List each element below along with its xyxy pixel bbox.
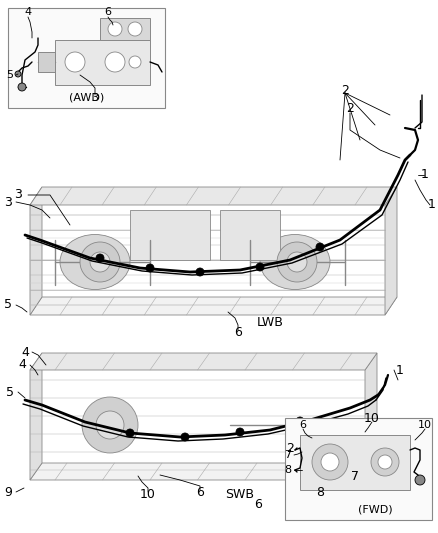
Bar bbox=[300, 435, 410, 490]
Circle shape bbox=[18, 83, 26, 91]
Text: 4: 4 bbox=[25, 7, 32, 17]
Circle shape bbox=[256, 263, 264, 271]
Text: 1: 1 bbox=[428, 198, 436, 212]
Circle shape bbox=[196, 268, 204, 276]
Circle shape bbox=[80, 242, 120, 282]
Text: 7: 7 bbox=[351, 470, 359, 482]
Circle shape bbox=[277, 242, 317, 282]
Text: 1: 1 bbox=[396, 364, 404, 376]
Ellipse shape bbox=[260, 235, 330, 289]
Circle shape bbox=[90, 252, 110, 272]
Circle shape bbox=[96, 254, 104, 262]
Circle shape bbox=[236, 428, 244, 436]
Circle shape bbox=[321, 453, 339, 471]
Circle shape bbox=[146, 264, 154, 272]
Bar bbox=[130, 210, 210, 260]
Text: (AWD): (AWD) bbox=[69, 93, 105, 103]
Text: 2: 2 bbox=[346, 101, 354, 115]
Text: 5: 5 bbox=[6, 385, 14, 399]
Polygon shape bbox=[30, 463, 377, 480]
Text: 3: 3 bbox=[4, 196, 12, 208]
Text: 5: 5 bbox=[4, 298, 12, 311]
Text: 4: 4 bbox=[21, 345, 29, 359]
Text: 3: 3 bbox=[92, 93, 99, 103]
Circle shape bbox=[371, 448, 399, 476]
Bar bbox=[38, 52, 55, 72]
Circle shape bbox=[378, 455, 392, 469]
Text: LWB: LWB bbox=[257, 317, 283, 329]
Circle shape bbox=[129, 56, 141, 68]
Polygon shape bbox=[30, 187, 42, 315]
Circle shape bbox=[415, 475, 425, 485]
Text: SWB: SWB bbox=[226, 489, 254, 502]
Text: 4: 4 bbox=[18, 359, 26, 372]
Polygon shape bbox=[30, 353, 377, 370]
Polygon shape bbox=[385, 187, 397, 315]
Circle shape bbox=[287, 252, 307, 272]
Circle shape bbox=[126, 429, 134, 437]
Circle shape bbox=[82, 397, 138, 453]
Polygon shape bbox=[30, 353, 42, 480]
Text: 9: 9 bbox=[4, 486, 12, 498]
Circle shape bbox=[312, 444, 348, 480]
Text: 5: 5 bbox=[7, 70, 14, 80]
Ellipse shape bbox=[60, 235, 130, 289]
Text: 8: 8 bbox=[316, 487, 324, 499]
Text: 6: 6 bbox=[234, 327, 242, 340]
Circle shape bbox=[65, 52, 85, 72]
Text: 10: 10 bbox=[418, 420, 432, 430]
Circle shape bbox=[128, 22, 142, 36]
Text: 1: 1 bbox=[421, 168, 429, 182]
Bar bbox=[100, 18, 150, 40]
Circle shape bbox=[296, 417, 304, 425]
Circle shape bbox=[96, 411, 124, 439]
Circle shape bbox=[105, 52, 125, 72]
Circle shape bbox=[316, 243, 324, 251]
Text: 3: 3 bbox=[14, 189, 22, 201]
Bar bbox=[8, 8, 165, 108]
Polygon shape bbox=[30, 187, 397, 205]
Text: 6: 6 bbox=[105, 7, 112, 17]
Text: 8: 8 bbox=[284, 465, 292, 475]
Text: 10: 10 bbox=[140, 489, 156, 502]
Bar bbox=[285, 418, 432, 520]
Text: (FWD): (FWD) bbox=[358, 505, 392, 515]
Circle shape bbox=[15, 71, 21, 77]
Text: 6: 6 bbox=[300, 420, 307, 430]
Text: 6: 6 bbox=[254, 498, 262, 512]
Circle shape bbox=[108, 22, 122, 36]
Text: 7: 7 bbox=[284, 450, 292, 460]
Polygon shape bbox=[30, 297, 397, 315]
Bar bbox=[220, 210, 280, 260]
Bar bbox=[55, 40, 150, 85]
Polygon shape bbox=[365, 353, 377, 480]
Text: 6: 6 bbox=[196, 487, 204, 499]
Circle shape bbox=[181, 433, 189, 441]
Text: 2: 2 bbox=[341, 84, 349, 96]
Text: 10: 10 bbox=[364, 411, 380, 424]
Text: 2: 2 bbox=[286, 441, 294, 455]
